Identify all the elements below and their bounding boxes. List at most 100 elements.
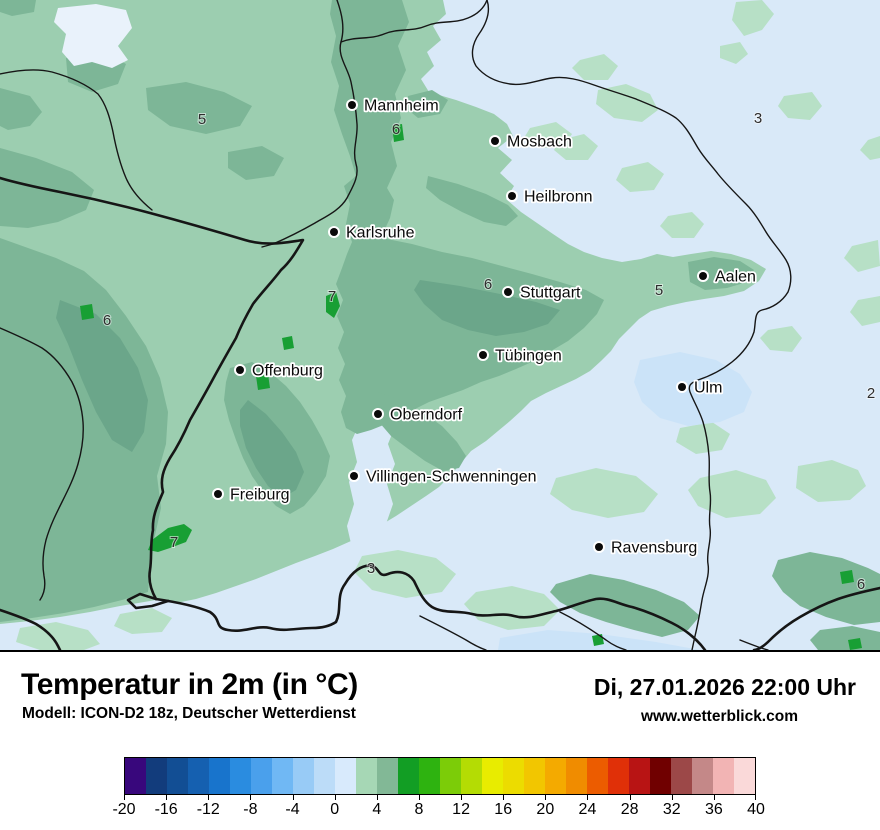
map-region-dark-green [56,280,560,498]
temperature-value-label: 5 [198,111,206,128]
page-title: Temperatur in 2m (in °C) [21,668,358,701]
colorbar-tick [166,795,168,800]
city-label: Oberndorf [390,407,463,424]
map-region-bright-green-spots [80,124,862,650]
city-dot [236,366,244,374]
colorbar-segment [671,758,692,794]
city-dot [595,543,603,551]
city-marker: Offenburg [234,361,325,381]
colorbar-segment [272,758,293,794]
colorbar-segment [146,758,167,794]
colorbar-tick-label: -16 [154,801,178,818]
city-dot [699,272,707,280]
temperature-value-label: 3 [754,110,762,127]
city-label: Offenburg [252,363,323,380]
city-marker: Tübingen [477,346,563,366]
city-label: Freiburg [230,487,290,504]
colorbar-segment [545,758,566,794]
colorbar-segment [230,758,251,794]
colorbar-segment [524,758,545,794]
model-info: Modell: ICON-D2 18z, Deutscher Wetterdie… [22,705,356,722]
colorbar-segment [209,758,230,794]
colorbar-ticks [124,795,756,801]
colorbar-tick [334,795,336,800]
colorbar-tick-label: 36 [704,801,723,818]
city-label: Villingen-Schwenningen [366,469,537,486]
colorbar-tick [376,795,378,800]
colorbar-tick [208,795,210,800]
colorbar-segment [419,758,440,794]
city-dot [491,137,499,145]
temperature-value-label: 7 [170,534,178,551]
colorbar-segment [734,758,755,794]
city-marker: Villingen-Schwenningen [348,467,538,487]
city-label: Karlsruhe [346,225,415,242]
temperature-value-label: 7 [328,288,336,305]
colorbar-segment [188,758,209,794]
city-marker: Ravensburg [593,538,699,558]
city-label: Ulm [694,380,722,397]
colorbar-tick-label: 40 [747,801,765,818]
colorbar-segment [251,758,272,794]
temperature-map: Mannheim Mosbach Heilbronn Karlsruhe Stuttga… [0,0,880,652]
colorbar-segment [398,758,419,794]
map-region-near-white [54,4,132,68]
country-border-lines [0,176,880,650]
colorbar-tick [503,795,505,800]
city-dot [350,472,358,480]
colorbar-tick-label: 8 [414,801,424,818]
colorbar-segment [692,758,713,794]
colorbar-tick [124,795,125,800]
colorbar-tick-label: -12 [196,801,220,818]
colorbar-segment [461,758,482,794]
city-dot [330,228,338,236]
colorbar-tick [292,795,294,800]
forecast-datetime: Di, 27.01.2026 22:00 Uhr [593,674,856,700]
colorbar-segment [314,758,335,794]
colorbar-segment [125,758,146,794]
colorbar-tick [587,795,589,800]
website-credit: www.wetterblick.com [640,708,798,725]
city-label: Tübingen [495,348,562,365]
colorbar-tick [713,795,715,800]
city-marker: Stuttgart [502,283,583,303]
city-dot [374,410,382,418]
colorbar-segment [608,758,629,794]
colorbar-segment [482,758,503,794]
colorbar-tick-label: 28 [620,801,639,818]
city-marker: Freiburg [212,485,291,505]
map-region-mint-green [16,0,880,650]
colorbar-segment [167,758,188,794]
colorbar-tick [671,795,673,800]
city-dot [508,192,516,200]
colorbar-segment [503,758,524,794]
colorbar-segment [440,758,461,794]
colorbar-tick [545,795,547,800]
colorbar-segment [356,758,377,794]
colorbar-tick [629,795,631,800]
colorbar-tick-label: 32 [662,801,681,818]
map-footer-panel: Temperatur in 2m (in °C) Modell: ICON-D2… [0,652,880,830]
city-dot [678,383,686,391]
temperature-value-label: 5 [655,282,663,299]
state-border-lines [0,0,792,650]
city-markers-layer: Mannheim Mosbach Heilbronn Karlsruhe Stuttga… [212,96,758,558]
colorbar-segment [587,758,608,794]
colorbar-segment [566,758,587,794]
colorbar-tick [755,795,756,800]
city-dot [504,288,512,296]
city-dot [348,101,356,109]
temperature-value-label: 6 [103,312,111,329]
colorbar-segment [377,758,398,794]
city-marker: Ulm [676,378,724,398]
city-label: Mannheim [364,98,439,115]
city-label: Mosbach [507,134,572,151]
colorbar-tick [250,795,252,800]
city-label: Stuttgart [520,285,581,302]
colorbar-segment [713,758,734,794]
colorbar-tick-label: 24 [578,801,597,818]
colorbar-segment [335,758,356,794]
temperature-map-canvas: Mannheim Mosbach Heilbronn Karlsruhe Stuttga… [0,0,880,650]
city-marker: Karlsruhe [328,223,416,243]
